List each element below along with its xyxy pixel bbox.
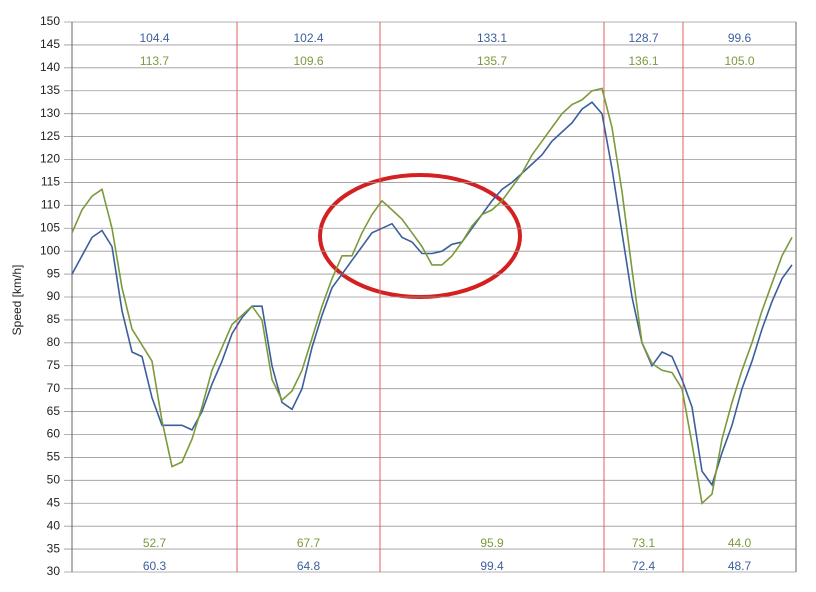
y-tick-label: 60 [47,427,61,441]
section-min-label: 60.3 [143,559,167,573]
section-max-label: 128.7 [628,31,658,45]
section-min-label: 72.4 [632,559,656,573]
y-tick-label: 115 [41,175,60,189]
y-tick-label: 50 [47,473,61,487]
y-tick-label: 140 [40,60,60,74]
section-min-label: 67.7 [297,536,321,550]
section-min-label: 44.0 [728,536,752,550]
section-max-label: 104.4 [139,31,169,45]
section-max-label: 109.6 [293,54,323,68]
section-min-label: 95.9 [480,536,504,550]
section-max-label: 99.6 [728,31,752,45]
speed-line [71,87,793,505]
section-min-label: 64.8 [297,559,321,573]
y-tick-label: 100 [40,243,60,257]
section-min-label: 52.7 [143,536,167,550]
y-tick-label: 85 [47,312,61,326]
highlight-ellipse [318,173,522,299]
section-max-label: 113.7 [140,54,169,68]
y-tick-label: 90 [47,289,61,303]
y-tick-label: 75 [47,358,61,372]
section-max-label: 133.1 [477,31,507,45]
y-tick-label: 130 [40,106,60,120]
section-max-label: 105.0 [724,54,754,68]
y-tick-label: 40 [47,518,61,532]
speed-line [71,101,793,487]
y-tick-label: 45 [47,495,61,509]
y-tick-label: 65 [47,404,61,418]
y-tick-label: 55 [47,450,61,464]
y-tick-label: 135 [40,83,60,97]
y-tick-label: 125 [40,129,60,143]
y-tick-label: 95 [47,266,61,280]
section-max-label: 102.4 [293,31,323,45]
y-tick-label: 120 [40,152,60,166]
y-axis-label: Speed [km/h] [10,265,24,336]
y-tick-label: 30 [47,564,61,578]
y-tick-label: 105 [40,220,60,234]
y-tick-label: 110 [41,198,60,212]
section-min-label: 48.7 [728,559,752,573]
y-tick-label: 35 [47,541,61,555]
section-min-label: 99.4 [480,559,504,573]
y-tick-label: 150 [40,14,60,28]
section-max-label: 135.7 [477,54,507,68]
y-tick-label: 70 [47,381,61,395]
y-tick-label: 145 [40,37,60,51]
section-min-label: 73.1 [632,536,656,550]
y-tick-label: 80 [47,335,61,349]
section-max-label: 136.1 [628,54,658,68]
